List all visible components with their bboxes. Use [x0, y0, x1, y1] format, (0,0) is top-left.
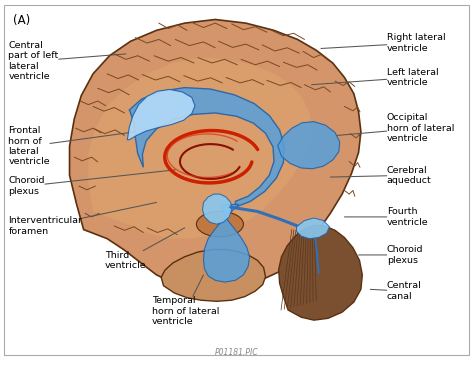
Text: Third
ventricle: Third ventricle: [105, 228, 185, 270]
Polygon shape: [278, 122, 340, 169]
Text: Choroid
plexus: Choroid plexus: [358, 245, 423, 265]
Text: Frontal
horn of
lateral
ventricle: Frontal horn of lateral ventricle: [9, 126, 136, 166]
Text: Left lateral
ventricle: Left lateral ventricle: [311, 68, 438, 87]
Polygon shape: [128, 89, 195, 140]
Text: Cerebral
aqueduct: Cerebral aqueduct: [330, 166, 431, 185]
Polygon shape: [279, 225, 362, 320]
Text: Occipital
horn of lateral
ventricle: Occipital horn of lateral ventricle: [337, 113, 454, 143]
Polygon shape: [70, 19, 361, 291]
Text: P01181.PIC: P01181.PIC: [215, 348, 258, 357]
Polygon shape: [203, 204, 249, 282]
Text: Fourth
ventricle: Fourth ventricle: [345, 207, 428, 227]
Polygon shape: [202, 194, 232, 224]
Text: Choroid
plexus: Choroid plexus: [9, 170, 175, 196]
Polygon shape: [129, 88, 284, 207]
Text: Central
part of left
lateral
ventricle: Central part of left lateral ventricle: [9, 41, 126, 81]
Ellipse shape: [196, 211, 244, 237]
Text: (A): (A): [13, 14, 30, 27]
Polygon shape: [297, 218, 329, 239]
Text: Central
canal: Central canal: [370, 281, 421, 301]
Text: Right lateral
ventricle: Right lateral ventricle: [321, 33, 446, 53]
Polygon shape: [88, 58, 311, 239]
Polygon shape: [161, 250, 265, 301]
Text: Interventricular
foramen: Interventricular foramen: [9, 203, 156, 236]
Text: Temporal
horn of lateral
ventricle: Temporal horn of lateral ventricle: [152, 275, 219, 326]
